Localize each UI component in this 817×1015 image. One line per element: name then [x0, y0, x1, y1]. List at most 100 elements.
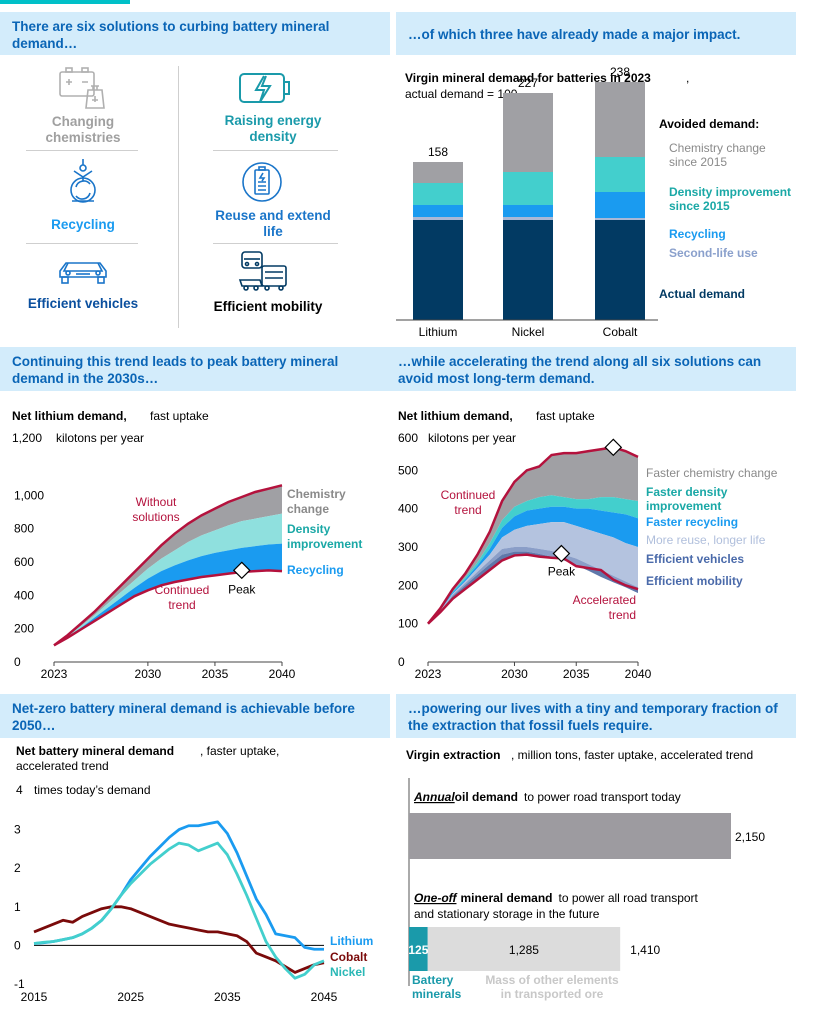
separator — [213, 150, 338, 151]
header-impact: …of which three have already made a majo… — [396, 12, 796, 55]
legend-cobalt: Cobalt — [330, 950, 367, 964]
x-tick-label: 2030 — [135, 667, 162, 681]
virgin-extraction-chart: Virgin extraction , million tons, faster… — [406, 748, 765, 1001]
lithium-continued-chart: Net lithium demand, fast uptake 1,200 ki… — [12, 409, 362, 681]
legend-second-life: Second-life use — [669, 246, 758, 260]
bar-total-label: 238 — [610, 65, 630, 79]
battery-value: 125 — [408, 943, 428, 957]
x-tick-label: 2030 — [501, 667, 528, 681]
x-tick-label: 2023 — [415, 667, 442, 681]
net-mineral-demand-chart: Net battery mineral demand , faster upta… — [14, 744, 373, 1004]
chart-title: Net battery mineral demand — [16, 744, 174, 758]
mineral-label: One-off mineral demand to power all road t… — [414, 891, 699, 905]
other-elements-bar — [427, 927, 621, 971]
label-accelerated-trend: Accelerated trend — [573, 593, 636, 622]
accent-bar — [0, 0, 130, 4]
legend-actual: Actual demand — [659, 287, 745, 301]
chart-title: Virgin extraction — [406, 748, 500, 762]
chart-subtitle: actual demand = 100 — [405, 87, 518, 101]
header-accelerate: …while accelerating the trend along all … — [386, 347, 796, 391]
solution-changing-chemistries: Changing chemistries — [45, 114, 121, 145]
lithium-accelerated-chart: Net lithium demand, fast uptake 600 kilo… — [398, 409, 778, 681]
continued-peak-marker — [604, 438, 623, 457]
header-solutions: There are six solutions to curbing batte… — [0, 12, 390, 55]
y-tick-label: 800 — [14, 522, 34, 536]
y-top-label: 1,200 — [12, 431, 42, 445]
bar-actual — [595, 220, 645, 320]
y-tick-label: 1,000 — [14, 488, 44, 502]
area-efficient-vehicles — [428, 547, 638, 624]
bar-recycling — [413, 205, 463, 217]
y-tick-label: 200 — [14, 622, 34, 636]
legend-recycling: Recycling — [669, 227, 726, 241]
x-tick-label: 2025 — [117, 990, 144, 1004]
separator — [213, 243, 338, 244]
y-tick-label: 0 — [14, 655, 21, 669]
y-tick-label: 0 — [14, 938, 21, 952]
chart-title-suffix: , faster uptake, — [200, 744, 279, 758]
line-lithium — [33, 820, 324, 951]
bar-second-life — [503, 217, 553, 220]
label-faster-chemistry: Faster chemistry change — [646, 466, 778, 480]
unit-label: kilotons per year — [428, 431, 516, 445]
bar-density — [595, 157, 645, 192]
y-tick-label: 0 — [398, 655, 405, 669]
bar-recycling — [503, 205, 553, 217]
header-extraction: …powering our lives with a tiny and temp… — [396, 694, 796, 738]
label-recycling: Recycling — [287, 563, 344, 577]
x-tick-label: 2035 — [563, 667, 590, 681]
solution-recycling: Recycling — [51, 217, 115, 232]
chart-title-suffix: fast uptake — [150, 409, 209, 423]
solution-reuse-extend-life: Reuse and extend life — [215, 208, 331, 239]
bar-density — [413, 183, 463, 205]
oil-label: Annualoil demand to power road transport … — [413, 790, 681, 804]
y-tick-label: 300 — [398, 540, 418, 554]
other-value: 1,285 — [509, 943, 539, 957]
bar-total-label: 158 — [428, 145, 448, 159]
label-density-improvement: Density improvement — [287, 522, 362, 551]
y-tick-label: 500 — [398, 463, 418, 477]
battery-minerals-label: Battery minerals — [412, 973, 462, 1001]
label-faster-recycling: Faster recycling — [646, 515, 738, 529]
y-top-label: 600 — [398, 431, 418, 445]
line-accelerated-trend — [427, 553, 639, 625]
line-cobalt — [33, 905, 325, 974]
separator — [26, 150, 138, 151]
bar-recycling — [595, 192, 645, 218]
mobility-icon — [238, 251, 287, 291]
oil-value: 2,150 — [735, 830, 765, 844]
area-recycling — [54, 543, 282, 646]
oil-bar — [409, 813, 731, 859]
area-chemistry — [54, 485, 282, 646]
header-peak: Continuing this trend leads to peak batt… — [0, 347, 390, 391]
label-faster-density: Faster density improvement — [646, 485, 728, 513]
legend-nickel: Nickel — [330, 965, 365, 979]
bar-second-life — [413, 217, 463, 220]
chart-title-suffix: , million tons, faster uptake, accelerat… — [511, 748, 753, 762]
category-label: Lithium — [419, 325, 458, 339]
unit-label: kilotons per year — [56, 431, 144, 445]
bar-chemistry — [413, 162, 463, 183]
y-tick-label: 200 — [398, 578, 418, 592]
line-continued-trend — [427, 446, 639, 625]
car-icon — [59, 262, 107, 284]
solution-raising-energy-density: Raising energy density — [224, 113, 322, 144]
y-tick-label: 1 — [14, 900, 21, 914]
peak-label: Peak — [548, 565, 576, 579]
legend-density: Density improvement since 2015 — [669, 185, 791, 213]
area-density — [54, 513, 282, 646]
area-faster-chemistry — [428, 447, 638, 624]
chart-title: Net lithium demand, — [12, 409, 127, 423]
recycling-icon — [70, 159, 96, 203]
y-top-label: 4 — [16, 783, 23, 797]
chart-title: Net lithium demand, — [398, 409, 513, 423]
label-efficient-vehicles: Efficient vehicles — [646, 552, 744, 566]
category-label: Nickel — [512, 325, 545, 339]
x-tick-label: 2040 — [269, 667, 296, 681]
solutions-divider — [178, 66, 179, 328]
battery-energy-icon — [239, 73, 290, 103]
peak-label: Peak — [228, 582, 256, 596]
area-faster-recycling — [428, 506, 638, 624]
other-elements-label: Mass of other elements in transported ore — [485, 973, 619, 1001]
area-more-reuse — [428, 522, 638, 624]
